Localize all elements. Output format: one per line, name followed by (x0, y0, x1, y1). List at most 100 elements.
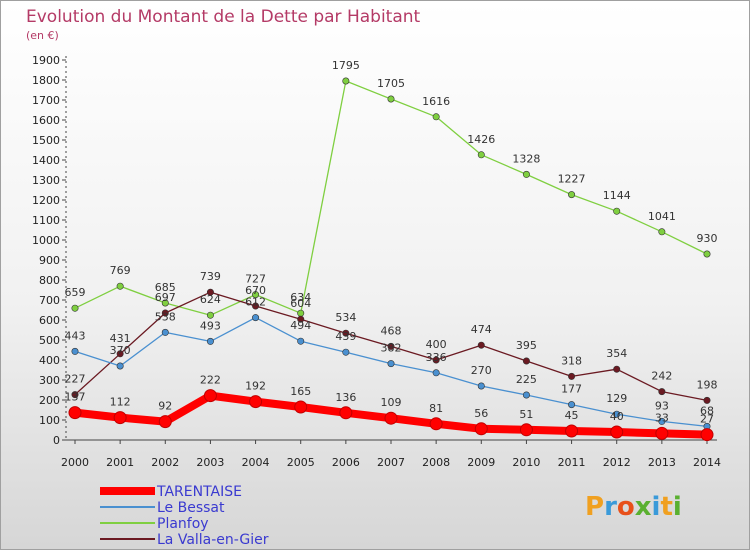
data-point (522, 391, 530, 399)
data-labels: 137 112 92 222 192 165 136 109 81 56 51 45 40 33 27 443… (65, 59, 718, 426)
data-point (116, 350, 124, 358)
data-label: 685 (155, 281, 176, 294)
y-tick-label: 1500 (32, 134, 60, 147)
logo-letter: r (604, 492, 617, 522)
data-label: 604 (290, 297, 311, 310)
data-point (297, 309, 305, 317)
data-label: 33 (655, 411, 669, 424)
data-point (206, 311, 214, 319)
proxiti-logo: Proxiti (585, 492, 682, 522)
legend-entry: Le Bessat (157, 500, 225, 516)
data-point (203, 389, 217, 403)
data-point (71, 391, 79, 399)
x-tick-label: 2007 (377, 456, 405, 469)
y-tick-label: 200 (39, 394, 60, 407)
data-label: 93 (655, 399, 669, 412)
data-point (387, 342, 395, 350)
data-point (71, 347, 79, 355)
data-label: 112 (110, 396, 131, 409)
data-label: 370 (110, 344, 131, 357)
data-label: 382 (381, 342, 402, 355)
data-label: 242 (651, 370, 672, 383)
data-point (655, 426, 669, 440)
series-layer (68, 77, 714, 442)
y-tick-label: 1800 (32, 74, 60, 87)
x-tick-label: 2003 (196, 456, 224, 469)
data-label: 727 (245, 273, 266, 286)
data-point (568, 372, 576, 380)
data-point (474, 422, 488, 436)
data-point (206, 337, 214, 345)
data-point (613, 365, 621, 373)
data-label: 1426 (467, 133, 495, 146)
data-label: 222 (200, 374, 221, 387)
data-point (249, 395, 263, 409)
data-label: 129 (606, 392, 627, 405)
x-tick-label: 2000 (61, 456, 89, 469)
data-point (387, 360, 395, 368)
y-tick-label: 1900 (32, 54, 60, 67)
axes: 0 100 200 300 400 500 600 700 800 900 1000 1100 1200… (32, 54, 721, 469)
data-point (113, 411, 127, 425)
data-label: 136 (335, 391, 356, 404)
x-tick-label: 2011 (558, 456, 586, 469)
data-point (294, 400, 308, 414)
x-tick-label: 2001 (106, 456, 134, 469)
data-label: 165 (290, 385, 311, 398)
logo-letter: x (635, 492, 652, 522)
logo-letter: i (673, 492, 682, 522)
data-point (703, 396, 711, 404)
data-label: 538 (155, 310, 176, 323)
data-label: 27 (700, 413, 714, 426)
data-label: 1705 (377, 77, 405, 90)
data-label: 68 (700, 404, 714, 417)
data-point (387, 95, 395, 103)
data-point (297, 337, 305, 345)
data-label: 739 (200, 270, 221, 283)
y-tick-label: 1000 (32, 234, 60, 247)
data-label: 670 (245, 284, 266, 297)
data-point (432, 113, 440, 121)
y-tick-label: 1700 (32, 94, 60, 107)
y-tick-label: 800 (39, 274, 60, 287)
chart-title: Evolution du Montant de la Dette par Hab… (26, 7, 421, 27)
logo-letter: P (585, 492, 604, 522)
data-point (658, 228, 666, 236)
y-tick-label: 1400 (32, 154, 60, 167)
data-label: 494 (290, 319, 311, 332)
data-point (68, 406, 82, 420)
data-label: 318 (561, 354, 582, 367)
x-tick-label: 2010 (512, 456, 540, 469)
data-point (477, 382, 485, 390)
data-point (429, 417, 443, 431)
data-point (252, 291, 260, 299)
legend-entry: TARENTAISE (156, 484, 242, 500)
data-point (158, 415, 172, 429)
data-label: 493 (200, 319, 221, 332)
data-point (297, 315, 305, 323)
x-tick-label: 2013 (648, 456, 676, 469)
y-tick-label: 0 (53, 434, 60, 447)
data-point (206, 288, 214, 296)
data-label: 439 (335, 330, 356, 343)
data-label: 354 (606, 347, 627, 360)
y-tick-label: 1200 (32, 194, 60, 207)
data-label: 659 (65, 286, 86, 299)
data-label: 109 (381, 396, 402, 409)
data-label: 1795 (332, 59, 360, 72)
x-tick-label: 2006 (332, 456, 360, 469)
data-point (568, 191, 576, 199)
x-tick-label: 2004 (242, 456, 270, 469)
data-label: 40 (610, 410, 624, 423)
y-tick-label: 1600 (32, 114, 60, 127)
data-point (703, 250, 711, 258)
data-label: 697 (155, 291, 176, 304)
data-point (658, 417, 666, 425)
x-tick-label: 2014 (693, 456, 721, 469)
x-tick-label: 2005 (287, 456, 315, 469)
y-tick-label: 700 (39, 294, 60, 307)
logo-letter: i (652, 492, 661, 522)
data-point (252, 302, 260, 310)
data-point (613, 207, 621, 215)
